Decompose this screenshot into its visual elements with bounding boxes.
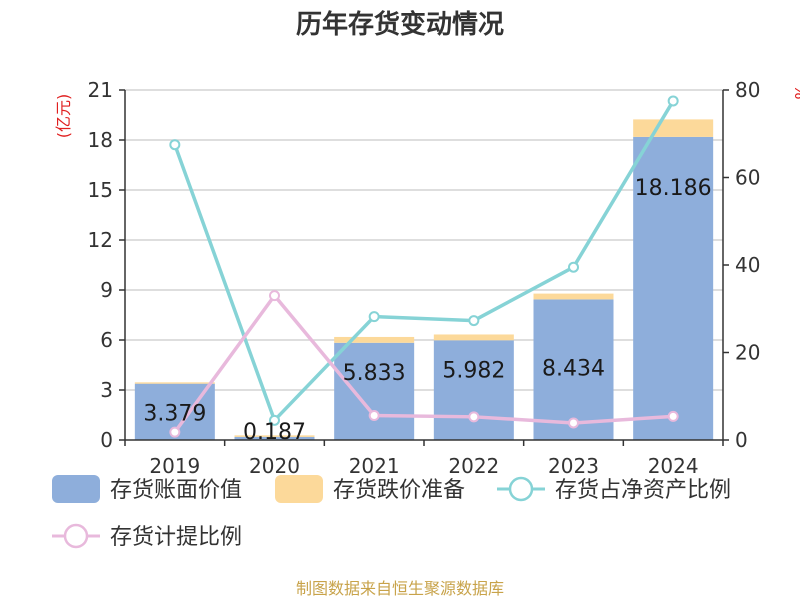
x-tick-label: 2024: [648, 454, 699, 478]
point-net-asset-ratio: [169, 139, 181, 151]
bar-value-label: 5.833: [343, 361, 406, 386]
line-provision-ratio: [173, 292, 674, 434]
point-provision-ratio: [568, 417, 579, 429]
chart-title: 历年存货变动情况: [296, 9, 504, 40]
x-tick-label: 2022: [448, 454, 499, 478]
legend-label: 存货账面价值: [110, 478, 242, 503]
right-tick-label: 20: [735, 341, 760, 365]
right-tick-label: 0: [735, 428, 748, 452]
bar-value-label: 8.434: [542, 356, 605, 381]
left-tick-label: 0: [100, 428, 113, 452]
bar-impairment: [234, 435, 315, 437]
bar-value-label: 0.187: [243, 420, 306, 445]
point-provision-ratio: [368, 410, 380, 421]
line-net-asset-ratio: [173, 100, 675, 424]
legend-label: 存货计提比例: [110, 525, 242, 550]
left-tick-label: 12: [88, 228, 113, 252]
bar-book-value: [433, 340, 514, 440]
point-provision-ratio: [667, 410, 679, 422]
left-tick-label: 18: [88, 128, 113, 152]
point-net-asset-ratio: [368, 311, 380, 323]
legend-label: 存货跌价准备: [333, 478, 465, 503]
legend-impairment: 存货跌价准备: [275, 475, 465, 503]
legend-swatch: [275, 475, 323, 503]
left-tick-label: 6: [100, 328, 113, 352]
legend-label: 存货占净资产比例: [555, 478, 731, 503]
legend-swatch-marker: [508, 476, 534, 502]
left-tick-label: 3: [100, 378, 113, 402]
lines: [169, 95, 679, 438]
right-axis-unit: %: [791, 84, 800, 99]
bar-book-value: [234, 436, 315, 440]
x-tick-label: 2023: [548, 454, 599, 478]
bar-book-value: [334, 342, 415, 440]
legend-net-asset-ratio: 存货占净资产比例: [497, 476, 731, 503]
point-net-asset-ratio: [468, 315, 480, 327]
x-tick-label: 2019: [149, 454, 200, 478]
legend-book-value: 存货账面价值: [52, 475, 242, 503]
bar-impairment: [533, 293, 614, 300]
point-net-asset-ratio: [269, 414, 280, 426]
bars: [134, 119, 714, 440]
legend-swatch: [52, 475, 100, 503]
bar-impairment: [334, 336, 415, 343]
bar-impairment: [433, 334, 514, 341]
bar-value-label: 3.379: [143, 402, 206, 427]
left-tick-label: 21: [88, 78, 113, 102]
point-provision-ratio: [269, 290, 280, 302]
grid-lines: [125, 89, 723, 391]
right-tick-label: 40: [735, 253, 760, 277]
bar-value-label: 18.186: [635, 176, 712, 201]
right-tick-label: 60: [735, 166, 760, 190]
right-tick-label: 80: [735, 78, 760, 102]
point-net-asset-ratio: [667, 95, 679, 107]
point-net-asset-ratio: [568, 261, 579, 273]
source-note: 制图数据来自恒生聚源数据库: [296, 579, 504, 598]
legend-swatch-marker: [63, 523, 89, 549]
x-tick-label: 2020: [249, 454, 300, 478]
bar-impairment: [134, 382, 215, 384]
bar-labels: 3.379 0.187 5.833 5.982 8.434 18.186: [143, 176, 711, 445]
left-tick-label: 15: [88, 178, 113, 202]
point-provision-ratio: [468, 411, 480, 423]
left-axis-unit: (亿元): [54, 94, 73, 139]
point-provision-ratio: [169, 426, 181, 438]
left-tick-label: 9: [100, 278, 113, 302]
x-tick-label: 2021: [349, 454, 400, 478]
axes: 0 3 6 9 12 15 18 21 0 20 40 60 80 2019 2020 2021 2022 202…: [88, 78, 761, 478]
legend-provision-ratio: 存货计提比例: [52, 523, 242, 550]
bar-impairment: [633, 119, 714, 137]
bar-book-value: [533, 299, 614, 440]
bar-book-value: [633, 136, 714, 440]
bar-value-label: 5.982: [442, 358, 505, 383]
